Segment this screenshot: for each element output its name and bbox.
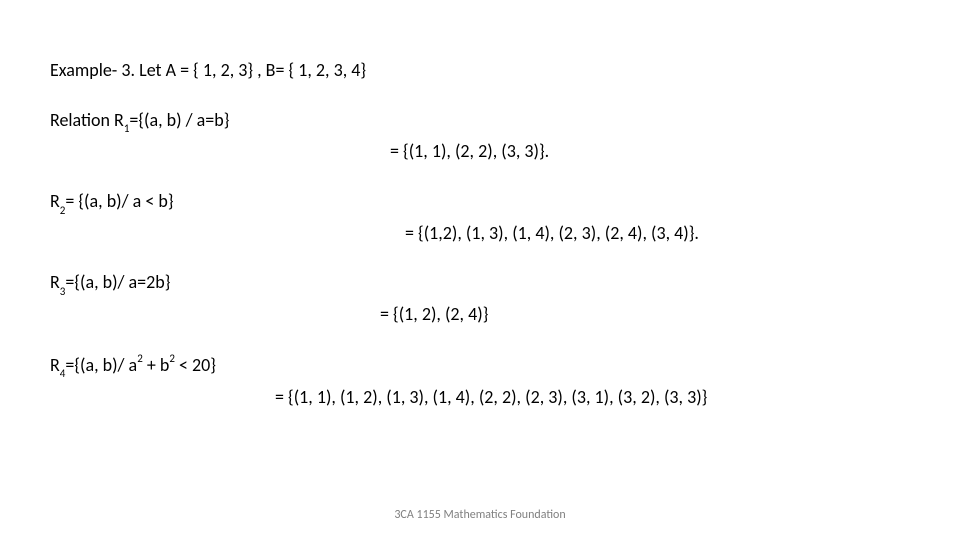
r4-sup1: 2 xyxy=(137,352,143,365)
r4-subscript: 4 xyxy=(60,367,66,380)
r2-result: = {(1,2), (1, 3), (1, 4), (2, 3), (2, 4)… xyxy=(50,223,910,245)
r1-result: = {(1, 1), (2, 2), (3, 3)}. xyxy=(50,141,910,163)
r4-def-part2: < 20} xyxy=(175,354,216,376)
r2-subscript: 2 xyxy=(60,204,66,217)
r4-sup2: 2 xyxy=(169,352,175,365)
r3-def-suffix: ={(a, b)/ a=2b} xyxy=(65,271,170,293)
r2-def-suffix: = {(a, b)/ a < b} xyxy=(65,190,173,212)
r4-definition: R4={(a, b)/ a2 + b2 < 20} xyxy=(50,354,910,379)
r3-def-prefix: R xyxy=(50,271,60,293)
r4-def-part1: ={(a, b)/ a xyxy=(65,354,137,376)
r3-result: = {(1, 2), (2, 4)} xyxy=(50,304,910,326)
r1-definition: Relation R1={(a, b) / a=b} xyxy=(50,110,910,134)
r3-subscript: 3 xyxy=(60,285,66,298)
r1-def-suffix: ={(a, b) / a=b} xyxy=(129,109,229,131)
r4-result: = {(1, 1), (1, 2), (1, 3), (1, 4), (2, 2… xyxy=(50,387,910,409)
r2-def-prefix: R xyxy=(50,190,60,212)
r2-definition: R2= {(a, b)/ a < b} xyxy=(50,191,910,215)
r1-def-prefix: Relation R xyxy=(50,109,124,131)
r3-definition: R3={(a, b)/ a=2b} xyxy=(50,272,910,296)
r4-def-prefix: R xyxy=(50,354,60,376)
r1-subscript: 1 xyxy=(124,122,130,135)
page-footer: 3CA 1155 Mathematics Foundation xyxy=(0,508,960,522)
example-header: Example- 3. Let A = { 1, 2, 3} , B= { 1,… xyxy=(50,60,910,82)
r4-def-mid: + b xyxy=(143,354,170,376)
